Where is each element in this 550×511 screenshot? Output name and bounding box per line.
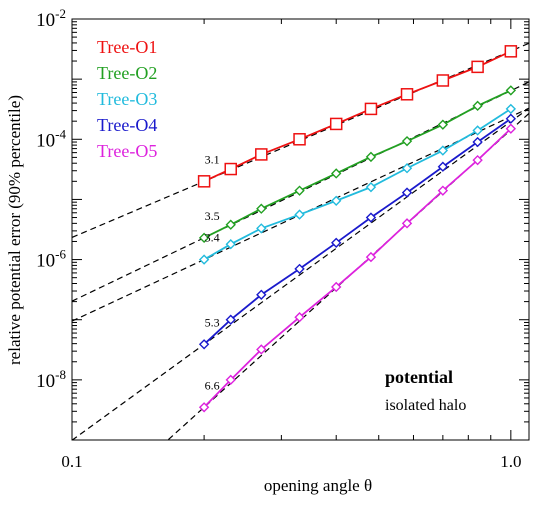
x-tick-label: 0.1 <box>61 452 82 471</box>
fit-slope-label: 3.5 <box>205 209 220 223</box>
data-point <box>401 218 413 229</box>
data-point <box>198 402 210 413</box>
data-point <box>331 168 342 179</box>
data-point <box>505 123 517 134</box>
data-point <box>437 185 449 196</box>
data-point <box>505 85 517 96</box>
data-point <box>224 162 237 176</box>
x-tick-label: 1.0 <box>500 452 521 471</box>
data-point <box>505 113 517 124</box>
y-tick-label: 10-6 <box>36 247 66 272</box>
data-point <box>437 145 449 156</box>
legend-entry: Tree-O2 <box>97 63 157 83</box>
data-point <box>436 74 450 87</box>
y-tick-label: 10-8 <box>36 367 66 392</box>
data-point <box>197 175 211 188</box>
legend-entry: Tree-O1 <box>97 37 157 57</box>
data-point <box>437 119 449 130</box>
tick-labels: 0.1 1.0 10-8 10-6 10-4 10-2 <box>36 6 521 471</box>
fit-labels: 3.1 3.5 3.4 5.3 6.6 <box>205 152 220 392</box>
data-point <box>331 237 342 248</box>
data-point <box>471 60 484 74</box>
legend: Tree-O1 Tree-O2 Tree-O3 Tree-O4 Tree-O5 <box>97 37 157 161</box>
series-line <box>203 117 512 345</box>
series-markers <box>197 45 518 413</box>
data-point <box>256 289 267 300</box>
data-point <box>198 254 210 265</box>
legend-entry: Tree-O5 <box>97 141 157 161</box>
data-point <box>437 161 449 172</box>
data-point <box>365 251 377 263</box>
data-point <box>225 239 236 250</box>
data-point <box>365 212 377 223</box>
data-point <box>504 45 518 58</box>
y-tick-label: 10-2 <box>36 6 66 31</box>
data-point <box>331 195 342 206</box>
series-line <box>203 89 512 239</box>
data-point <box>365 181 377 193</box>
data-point <box>294 312 305 323</box>
data-point <box>255 148 268 161</box>
series-line <box>203 50 512 183</box>
data-point <box>401 187 413 198</box>
data-point <box>472 125 483 136</box>
data-point <box>256 344 267 355</box>
data-point <box>256 203 267 214</box>
data-point <box>225 314 236 325</box>
legend-entry: Tree-O3 <box>97 89 157 109</box>
fit-slope-label: 6.6 <box>205 378 220 392</box>
data-point <box>472 136 483 148</box>
data-point <box>364 102 378 116</box>
plot-area <box>71 18 530 441</box>
data-point <box>365 151 377 163</box>
y-axis-label: relative potential error (90% percentile… <box>5 95 24 365</box>
data-point <box>198 339 210 350</box>
y-tick-label: 10-4 <box>36 126 66 151</box>
series-lines <box>203 50 512 408</box>
data-point <box>293 133 306 146</box>
fit-slope-label: 5.3 <box>205 315 220 329</box>
data-point <box>198 232 210 244</box>
series-line <box>203 108 512 261</box>
data-point <box>294 209 305 220</box>
data-point <box>329 117 343 131</box>
data-point <box>294 185 305 196</box>
series-line <box>203 128 512 408</box>
data-point <box>225 374 236 386</box>
annotation-subtitle: isolated halo <box>385 397 466 414</box>
data-point <box>505 103 517 115</box>
data-point <box>401 163 413 174</box>
data-point <box>472 100 483 112</box>
data-point <box>400 88 414 101</box>
x-axis-label: opening angle θ <box>264 476 372 495</box>
fit-slope-label: 3.4 <box>205 231 220 245</box>
annotation-title: potential <box>385 367 453 387</box>
data-point <box>256 223 267 234</box>
data-point <box>225 219 236 230</box>
fit-slope-label: 3.1 <box>205 152 220 166</box>
data-point <box>472 154 483 166</box>
legend-entry: Tree-O4 <box>97 115 157 135</box>
data-point <box>294 263 305 275</box>
data-point <box>331 281 342 293</box>
axis-ticks <box>71 18 529 441</box>
data-point <box>401 135 413 147</box>
fit-line <box>72 107 529 440</box>
